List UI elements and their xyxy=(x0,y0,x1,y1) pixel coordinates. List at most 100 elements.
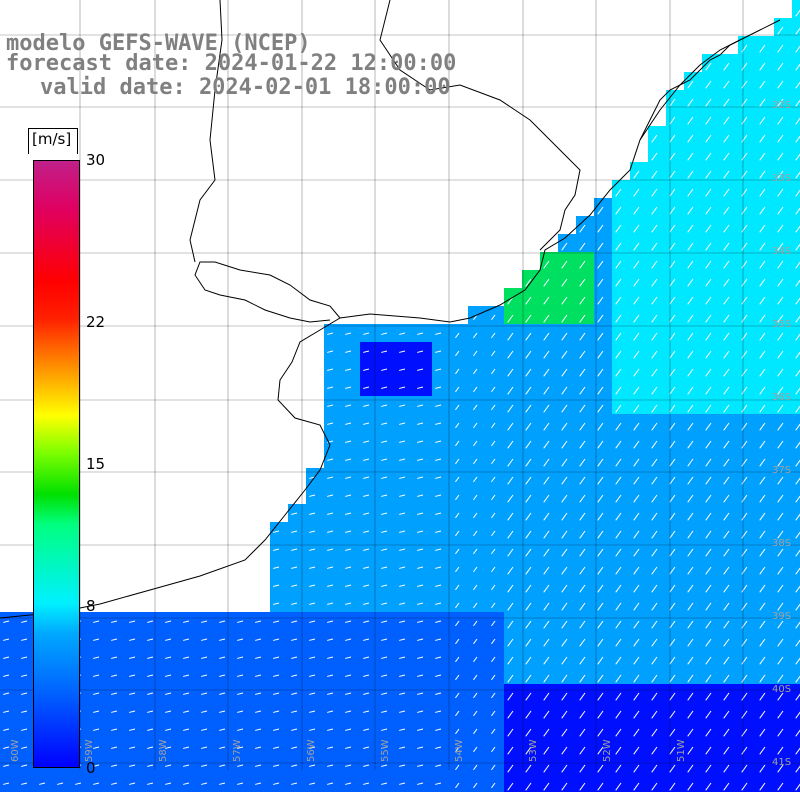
wind-arrow xyxy=(651,656,658,665)
wind-arrow xyxy=(597,314,604,323)
wind-arrow xyxy=(579,404,586,413)
wind-arrow xyxy=(759,764,766,773)
wind-arrow xyxy=(473,638,478,645)
lat-label: 36S xyxy=(772,392,792,403)
wind-arrow xyxy=(363,332,370,335)
wind-arrow xyxy=(21,710,28,713)
wind-arrow xyxy=(579,296,586,305)
wind-arrow xyxy=(399,638,406,641)
wind-arrow xyxy=(651,710,658,719)
wind-arrow xyxy=(237,746,244,749)
wind-arrow xyxy=(435,566,442,569)
wind-arrow xyxy=(777,782,784,791)
wind-arrow xyxy=(543,638,550,647)
wind-arrow xyxy=(777,476,784,485)
wind-arrow xyxy=(651,422,658,431)
wind-arrow xyxy=(237,692,244,695)
wind-arrow xyxy=(455,602,460,609)
ocean-cell xyxy=(792,468,800,486)
wind-arrow xyxy=(795,621,800,629)
wind-arrow xyxy=(669,332,676,341)
ocean-cell xyxy=(792,612,800,630)
wind-arrow xyxy=(327,674,334,677)
wind-arrow xyxy=(633,260,640,269)
wind-arrow xyxy=(759,530,766,539)
wind-arrow xyxy=(491,602,496,609)
wind-arrow xyxy=(363,638,370,641)
wind-arrow xyxy=(687,314,694,323)
wind-arrow xyxy=(633,422,640,431)
wind-arrow xyxy=(455,440,460,447)
model-title: modelo GEFS-WAVE (NCEP) xyxy=(6,31,311,56)
wind-arrow xyxy=(183,638,190,641)
wind-arrow xyxy=(705,710,712,719)
wind-arrow xyxy=(473,602,478,609)
ocean-cell xyxy=(792,270,800,288)
coastline xyxy=(0,19,781,619)
wind-arrow xyxy=(525,332,532,341)
wind-arrow xyxy=(473,494,478,501)
wind-arrow xyxy=(687,764,694,773)
wind-arrow xyxy=(507,746,514,755)
wind-arrow xyxy=(597,746,604,755)
wind-arrow xyxy=(237,710,244,713)
wind-arrow xyxy=(687,242,694,251)
wind-arrow xyxy=(777,386,784,395)
wind-arrow xyxy=(345,350,352,353)
wind-arrow xyxy=(399,422,406,425)
wind-arrow xyxy=(417,476,424,479)
wind-arrow xyxy=(759,728,766,737)
wind-arrow xyxy=(363,584,370,587)
wind-arrow xyxy=(93,656,100,659)
wind-arrow xyxy=(777,332,784,341)
wind-arrow xyxy=(741,44,748,53)
wind-arrow xyxy=(417,422,424,425)
ocean-cell xyxy=(792,774,800,792)
wind-arrow xyxy=(417,332,424,335)
wind-arrow xyxy=(561,728,568,737)
wind-arrow xyxy=(183,674,190,677)
wind-arrow xyxy=(651,602,658,611)
wind-arrow xyxy=(759,278,766,287)
wind-arrow xyxy=(3,746,10,749)
wind-arrow xyxy=(435,764,442,767)
wind-arrow xyxy=(543,656,550,665)
wind-arrow xyxy=(777,224,784,233)
wind-arrow xyxy=(759,512,766,521)
wind-arrow xyxy=(219,656,226,659)
wind-arrow xyxy=(129,638,136,641)
wind-arrow xyxy=(21,674,28,677)
wind-arrow xyxy=(417,746,424,749)
wind-arrow xyxy=(687,296,694,305)
wind-arrow xyxy=(723,152,730,161)
wind-arrow xyxy=(777,584,784,593)
wind-arrow xyxy=(473,656,478,663)
wind-arrow xyxy=(705,494,712,503)
wind-arrow xyxy=(669,692,676,701)
wind-arrow xyxy=(705,602,712,611)
wind-arrow xyxy=(273,692,280,695)
wind-arrow xyxy=(759,620,766,629)
wind-arrow xyxy=(435,440,442,443)
wind-arrow xyxy=(705,458,712,467)
wind-arrow xyxy=(93,710,100,713)
wind-arrow xyxy=(615,242,622,251)
wind-arrow xyxy=(741,440,748,449)
wind-arrow xyxy=(491,332,496,339)
wind-arrow xyxy=(777,26,784,35)
wind-arrow xyxy=(165,764,172,767)
wind-arrow xyxy=(183,764,190,767)
wind-arrow xyxy=(327,782,334,785)
wind-arrow xyxy=(435,386,442,389)
wind-arrow xyxy=(363,728,370,731)
wind-arrow xyxy=(183,710,190,713)
wind-arrow xyxy=(507,440,514,449)
wind-arrow xyxy=(491,422,496,429)
wind-arrow xyxy=(759,494,766,503)
wind-arrow xyxy=(363,512,370,515)
wind-arrow xyxy=(543,602,550,611)
wind-arrow xyxy=(795,585,800,593)
wind-arrow xyxy=(795,783,800,791)
wind-arrow xyxy=(165,692,172,695)
wind-arrow xyxy=(525,458,532,467)
